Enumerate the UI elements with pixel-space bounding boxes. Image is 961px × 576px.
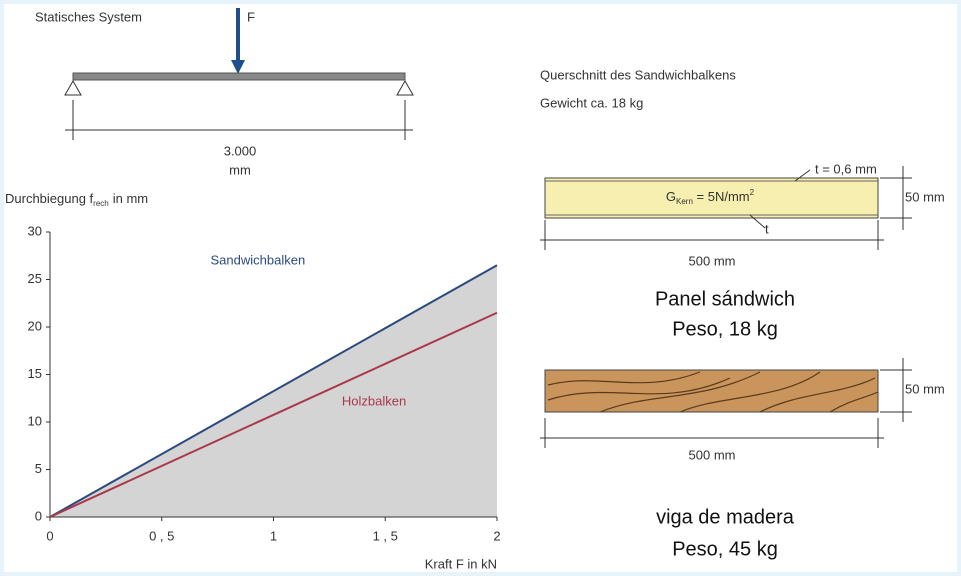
- series-line: [49, 264, 498, 518]
- y-axis-label-part: Durchbiegung f: [5, 191, 94, 206]
- y-tick-label: 0: [35, 508, 42, 523]
- wood-weight: Peso, 45 kg: [672, 538, 778, 560]
- section-title: Querschnitt des Sandwichbalkens: [540, 67, 736, 82]
- y-tick-label: 5: [35, 461, 42, 476]
- y-tick-label: 15: [28, 366, 42, 381]
- force-arrow-head: [231, 60, 245, 74]
- span-unit: mm: [229, 162, 251, 177]
- core-modulus-part: G: [666, 189, 676, 204]
- force-label: F: [247, 9, 255, 24]
- y-tick-label: 20: [28, 318, 42, 333]
- width-label: 500 mm: [689, 253, 736, 268]
- height-label: 50 mm: [905, 189, 945, 204]
- y-axis-label: Durchbiegung frech in mm: [5, 191, 148, 208]
- y-axis-label-sub: rech: [93, 199, 109, 208]
- wood-grain: [547, 371, 879, 413]
- x-tick-label: 2: [493, 528, 500, 543]
- leader: [794, 169, 811, 182]
- section-weight: Gewicht ca. 18 kg: [540, 95, 643, 110]
- height-label: 50 mm: [905, 381, 945, 396]
- wood-section: [544, 369, 879, 413]
- x-tick-label: 1 , 5: [373, 528, 398, 543]
- series-label: Holzbalken: [342, 394, 406, 409]
- sandwich-weight: Peso, 18 kg: [672, 318, 778, 340]
- y-tick-label: 10: [28, 413, 42, 428]
- series-line: [49, 311, 498, 518]
- face-thickness: t = 0,6 mm: [815, 161, 877, 176]
- y-axis-label-part: in mm: [113, 191, 148, 206]
- support: [396, 79, 414, 96]
- x-tick-label: 1: [270, 528, 277, 543]
- wood-caption: viga de madera: [656, 506, 795, 528]
- x-tick-label: 0 , 5: [149, 528, 174, 543]
- span-value: 3.000: [224, 143, 257, 158]
- support: [64, 79, 82, 96]
- sandwich-caption: Panel sándwich: [655, 288, 795, 310]
- series-label: Sandwichbalken: [211, 252, 306, 267]
- x-tick-label: 0: [46, 528, 53, 543]
- sandwich-core: [544, 177, 879, 219]
- bottom-thickness: t: [765, 221, 769, 236]
- system-title: Statisches System: [35, 9, 142, 24]
- width-label: 500 mm: [689, 447, 736, 462]
- y-tick-label: 30: [28, 223, 42, 238]
- y-tick-label: 25: [28, 271, 42, 286]
- leader: [749, 214, 766, 229]
- core-modulus-part: = 5N/mm: [693, 189, 750, 204]
- core-modulus-sup: 2: [750, 188, 755, 197]
- core-modulus: GKern = 5N/mm2: [666, 188, 755, 206]
- core-modulus-sub: Kern: [676, 197, 693, 206]
- beam: [72, 72, 406, 81]
- x-axis-label: Kraft F in kN: [425, 556, 497, 571]
